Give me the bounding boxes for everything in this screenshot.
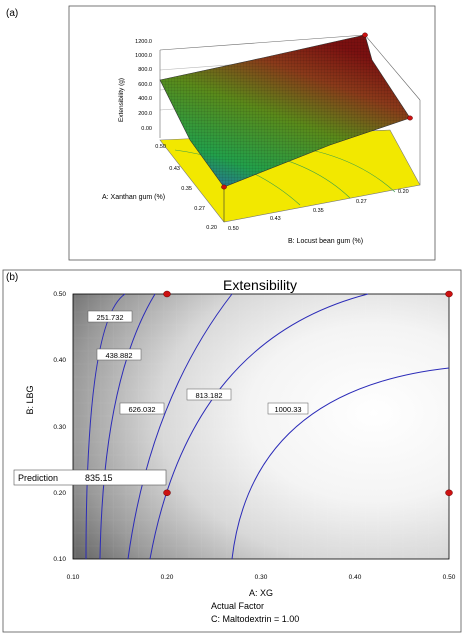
panel-b-plot-area [72,293,450,560]
x-tick-label: 0.20 [206,225,217,231]
design-point-marker [407,115,413,121]
y-tick-label: 0.35 [313,208,324,214]
contour-label-box [186,388,232,401]
z-tick-label: 800.0 [138,67,152,73]
contour-line-626 [127,293,233,560]
y-tick-label: 0.10 [53,556,66,563]
panel-a-x-ticks: 0.20 0.27 0.35 0.43 0.50 [155,144,217,231]
contour-grid-cells [73,294,449,559]
contour-label-box [267,402,309,415]
contour-label: 438.882 [105,351,132,360]
z-tick-label: 1200.0 [135,39,152,45]
actual-factor-value: C: Maltodextrin = 1.00 [211,614,299,624]
prediction-flag: Prediction 835.15 [13,469,167,486]
panel-a-surface-mesh [160,35,410,187]
y-tick-label: 0.30 [53,424,66,431]
x-tick-label: 0.40 [349,574,362,581]
contour-label-box [96,348,142,361]
panel-a-frame [68,5,436,261]
contour-label-box [119,402,165,415]
z-tick-label: 1000.0 [135,53,152,59]
panel-b-x-axis-label: A: XG [249,588,273,598]
panel-b-y-axis-label: B: LBG [25,385,35,414]
contour-line-1000 [231,367,450,560]
contour-line-813 [149,293,369,560]
x-tick-label: 0.43 [169,166,180,172]
prediction-value: 835.15 [85,473,113,483]
prediction-box [13,469,167,486]
z-tick-label: 200.0 [138,111,152,117]
y-tick-label: 0.20 [53,490,66,497]
panel-b-frame [2,269,462,633]
x-tick-label: 0.27 [194,206,205,212]
panel-b-title: Extensibility [223,277,297,293]
contour-label: 251.732 [96,313,123,322]
panel-b-contour-labels: 251.732 438.882 626.032 813.182 1000.33 [87,310,309,415]
contour-line-251 [85,293,126,560]
design-point-marker [221,184,227,190]
contour-label: 1000.33 [274,405,301,414]
plot-border [72,293,450,560]
z-tick-label: 600.0 [138,82,152,88]
x-tick-label: 0.50 [155,144,166,150]
contour-label: 626.032 [128,405,155,414]
panel-a-design-points [221,32,413,190]
design-point-marker [362,32,368,38]
y-tick-label: 0.27 [356,199,367,205]
panel-a-y-axis-label: B: Locust bean gum (%) [288,238,363,245]
y-tick-label: 0.40 [53,357,66,364]
x-tick-label: 0.30 [255,574,268,581]
panel-b-label: (b) [6,272,18,283]
contour-line-438 [99,293,156,560]
x-tick-label: 0.20 [161,574,174,581]
design-point-marker [445,290,453,298]
design-point-marker [445,489,453,496]
panel-b-design-points [163,290,453,496]
panel-a-label: (a) [6,8,18,19]
x-tick-label: 0.35 [181,186,192,192]
panel-a-z-ticks: 1200.0 1000.0 800.0 600.0 400.0 200.0 0.… [135,39,152,132]
panel-b-contour-lines [85,293,450,560]
y-tick-label: 0.50 [53,291,66,298]
contour-label: 813.182 [195,391,222,400]
panel-a-x-axis-label: A: Xanthan gum (%) [102,194,165,201]
panel-a-z-axis-label: Extensibility (g) [118,78,125,122]
panel-a-y-ticks: 0.50 0.43 0.35 0.27 0.20 [228,189,409,232]
contour-label-box [87,310,133,323]
x-tick-label: 0.50 [443,574,456,581]
z-tick-label: 0.00 [141,126,152,132]
actual-factor-label: Actual Factor [211,601,264,611]
panel-b-y-ticks: 0.10 0.20 0.30 0.40 0.50 [53,291,66,563]
z-tick-label: 400.0 [138,96,152,102]
panel-b-x-ticks: 0.10 0.20 0.30 0.40 0.50 [67,574,456,581]
x-tick-label: 0.10 [67,574,80,581]
design-point-marker [163,489,171,496]
y-tick-label: 0.43 [270,216,281,222]
y-tick-label: 0.20 [398,189,409,195]
prediction-label: Prediction [18,473,58,483]
y-tick-label: 0.50 [228,226,239,232]
design-point-marker [163,290,171,298]
